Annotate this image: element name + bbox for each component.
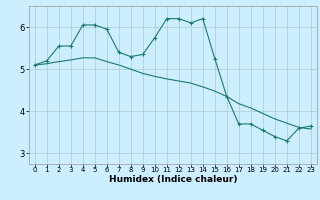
X-axis label: Humidex (Indice chaleur): Humidex (Indice chaleur) xyxy=(108,175,237,184)
